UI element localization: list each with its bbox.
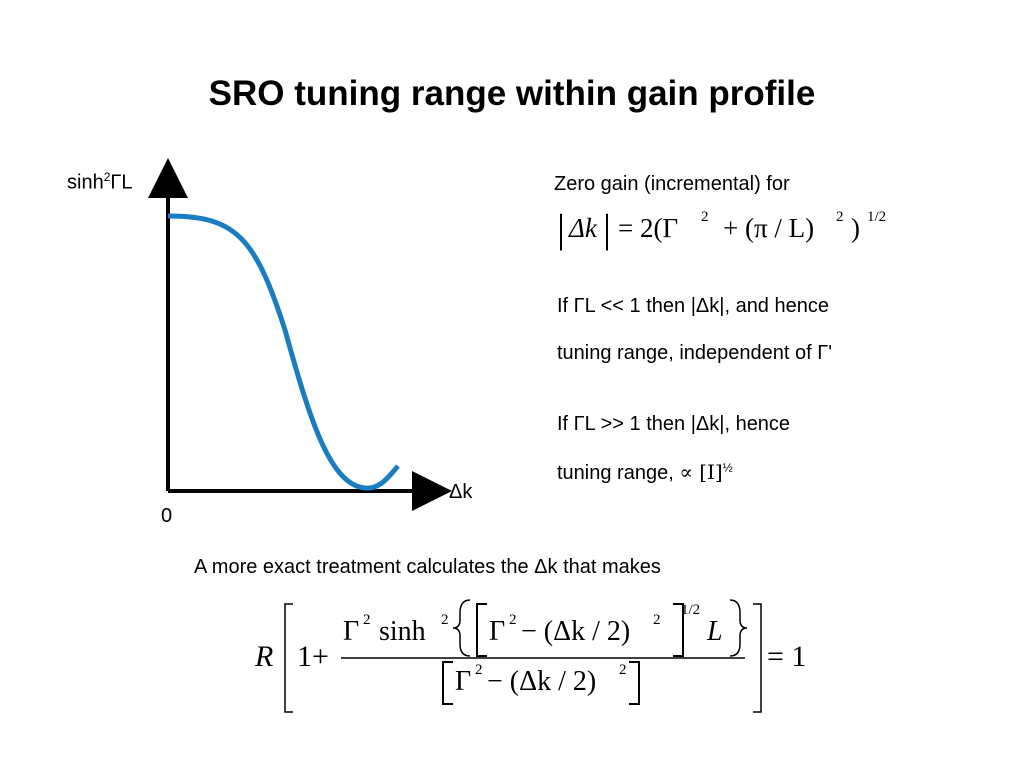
exact-treatment-text: A more exact treatment calculates the Δk… — [194, 556, 661, 578]
proportional-symbol: ∝ [I] — [679, 460, 723, 484]
x-axis-label: Δk — [449, 481, 473, 503]
case1-line2: tuning range, independent of Γ' — [557, 342, 833, 364]
equation-zero-gain: | Δk | = 2(Γ 2 + (π / L) 2 ) 1/2 — [557, 206, 887, 251]
equation-exact: R 1+ Γ 2 sinh 2 Γ 2 − (Δk / 2) 2 1/2 L Γ… — [255, 598, 825, 718]
y-axis-label: sinh2ΓL — [67, 170, 133, 194]
case2-line1: If ΓL >> 1 then |Δk|, hence — [557, 413, 791, 435]
gain-curve — [167, 213, 400, 491]
case2-line2: tuning range, ∝ [I]½ — [557, 460, 733, 484]
origin-label: 0 — [161, 505, 173, 527]
page-title: SRO tuning range within gain profile — [208, 74, 816, 113]
zero-gain-text: Zero gain (incremental) for — [554, 173, 790, 195]
case1-line1: If ΓL << 1 then |Δk|, and hence — [557, 295, 829, 317]
